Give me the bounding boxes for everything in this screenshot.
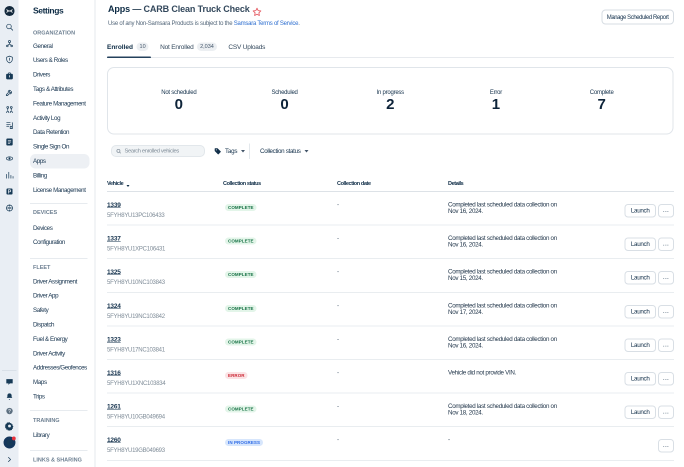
svg-text:C: C xyxy=(7,440,12,447)
